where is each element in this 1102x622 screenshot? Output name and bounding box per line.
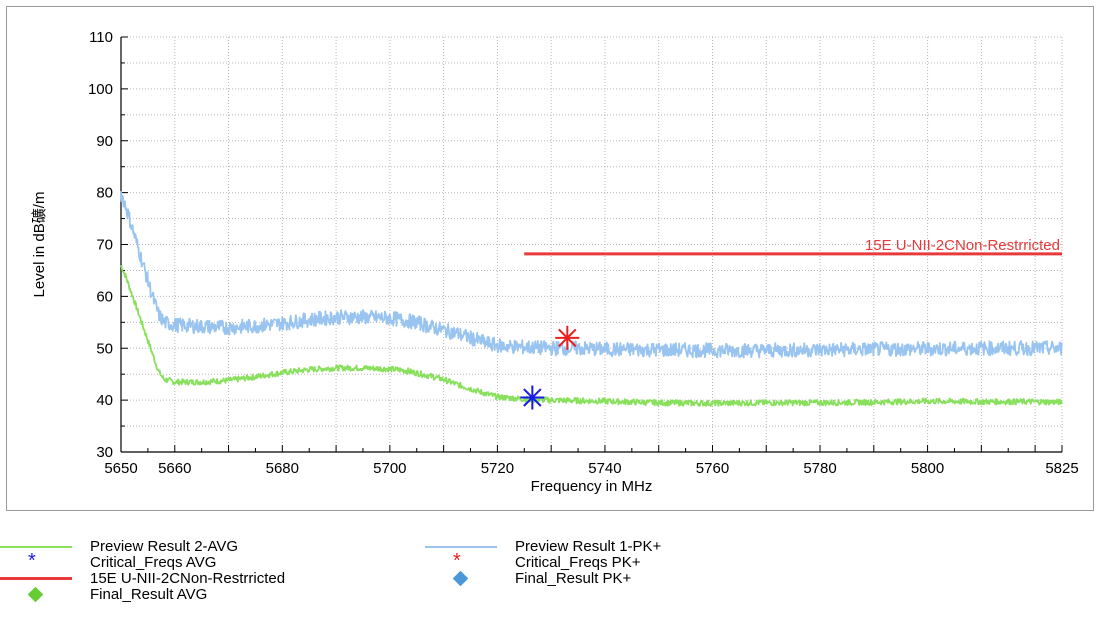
x-tick-label: 5720 — [481, 460, 514, 477]
star-icon: * — [28, 550, 36, 572]
chart-svg: 5650 5660 5680 5700 5720 5740 5760 5780 5800 5825… — [31, 29, 1079, 495]
legend-swatch-limit — [0, 570, 72, 588]
legend-swatch-final-pk — [425, 570, 497, 588]
limit-line-label: 15E U-NII-2CNon-Restrricted — [865, 237, 1060, 254]
y-tick-label: 100 — [88, 81, 113, 98]
legend-line-pk-preview — [425, 546, 497, 548]
star-icon: * — [453, 550, 461, 572]
legend-label: 15E U-NII-2CNon-Restrricted — [90, 570, 286, 587]
chart-frame: 5650 5660 5680 5700 5720 5740 5760 5780 5800 5825… — [6, 6, 1094, 511]
legend-line-limit — [0, 577, 72, 580]
y-tick-label: 90 — [96, 133, 113, 150]
x-tick-label: 5700 — [373, 460, 406, 477]
x-tick-label: 5660 — [158, 460, 191, 477]
y-tick-label: 70 — [96, 237, 113, 254]
legend-line-avg-preview — [0, 546, 72, 548]
x-tick-label: 5740 — [588, 460, 621, 477]
x-tick-label: 5825 — [1045, 460, 1078, 477]
legend-swatch-critical-pk: * — [425, 550, 497, 572]
legend-swatch-pk-preview — [425, 538, 497, 556]
y-axis-label: Level in dB礦/m — [31, 192, 48, 298]
x-tick-label: 5780 — [803, 460, 836, 477]
series-line — [120, 191, 1063, 359]
legend-label: Final_Result AVG — [90, 586, 208, 603]
x-tick-label: 5680 — [266, 460, 299, 477]
legend-label: Final_Result PK+ — [515, 570, 632, 587]
legend-swatch-final-avg — [0, 586, 72, 604]
legend: Preview Result 2-AVG Preview Result 1-PK… — [0, 538, 1102, 622]
y-tick-label: 60 — [96, 288, 113, 305]
critical-marker-stroke — [523, 388, 542, 407]
legend-swatch-critical-avg: * — [0, 550, 72, 572]
critical-marker — [555, 325, 580, 350]
legend-label: Critical_Freqs PK+ — [515, 554, 641, 571]
diamond-icon — [27, 586, 44, 603]
y-tick-label: 50 — [96, 340, 113, 357]
x-tick-label: 5760 — [696, 460, 729, 477]
diamond-icon — [452, 570, 469, 587]
y-tick-label: 80 — [96, 185, 113, 202]
legend-label: Preview Result 1-PK+ — [515, 538, 662, 555]
y-tick-label: 40 — [96, 392, 113, 409]
x-tick-label: 5650 — [104, 460, 137, 477]
series-line — [120, 264, 1063, 407]
y-tick-label: 30 — [96, 444, 113, 461]
x-tick-label: 5800 — [911, 460, 944, 477]
y-tick-label: 110 — [89, 29, 113, 46]
x-axis-label: Frequency in MHz — [531, 478, 653, 495]
legend-label: Preview Result 2-AVG — [90, 538, 239, 555]
critical-marker-stroke — [558, 328, 577, 348]
legend-swatch-avg-preview — [0, 538, 72, 556]
critical-marker — [520, 385, 545, 410]
legend-label: Critical_Freqs AVG — [90, 554, 217, 571]
